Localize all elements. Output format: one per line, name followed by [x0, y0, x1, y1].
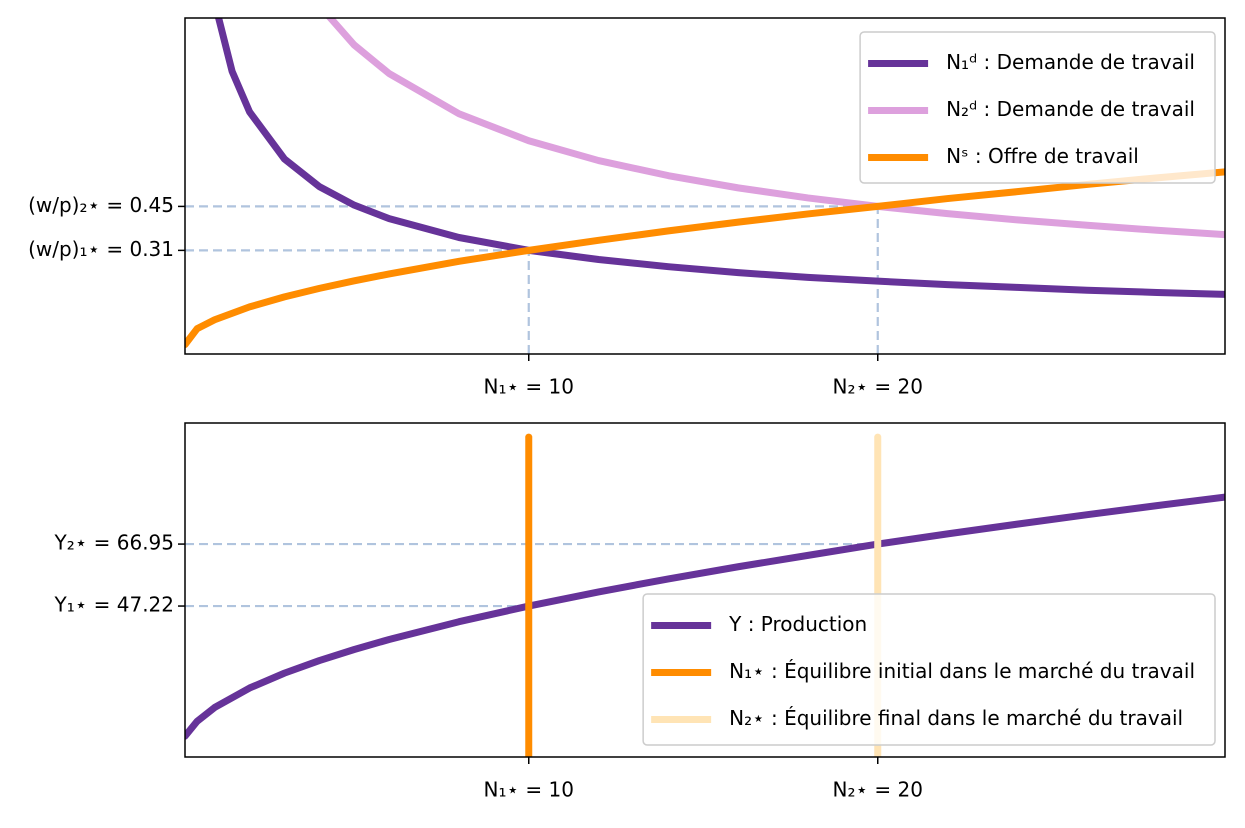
y-tick-label: (w/p)₁⋆ = 0.31 — [28, 237, 174, 261]
x-tick-label: N₂⋆ = 20 — [833, 778, 923, 802]
legend-label: Y : Production — [728, 612, 867, 636]
legend-label: Nˢ : Offre de travail — [946, 144, 1139, 168]
x-tick-label: N₁⋆ = 10 — [484, 375, 574, 399]
axes-frame — [184, 422, 1226, 758]
legend-frame — [642, 593, 1216, 746]
legend-frame — [859, 31, 1216, 184]
series-line — [325, 18, 1225, 239]
y-tick-label: Y₁⋆ = 47.22 — [54, 593, 174, 617]
y-tick-label: (w/p)₂⋆ = 0.45 — [28, 193, 174, 217]
series-line — [215, 18, 1225, 298]
x-tick-label: N₂⋆ = 20 — [833, 375, 923, 399]
legend-label: N₁ᵈ : Demande de travail — [946, 50, 1195, 74]
legend-label: N₂ᵈ : Demande de travail — [946, 97, 1195, 121]
legend-label: N₁⋆ : Équilibre initial dans le marché d… — [729, 659, 1195, 683]
plot-area — [185, 18, 1225, 354]
series-line — [185, 168, 1225, 349]
y-tick-label: Y₂⋆ = 66.95 — [54, 531, 174, 555]
legend: N₁ᵈ : Demande de travail N₂ᵈ : Demande de… — [859, 31, 1216, 184]
series-line — [185, 493, 1225, 740]
axes-frame — [184, 17, 1226, 355]
legend: Y : Production N₁⋆ : Équilibre initial da… — [642, 593, 1216, 746]
legend-label: N₂⋆ : Équilibre final dans le marché du … — [729, 706, 1183, 730]
x-tick-label: N₁⋆ = 10 — [484, 778, 574, 802]
